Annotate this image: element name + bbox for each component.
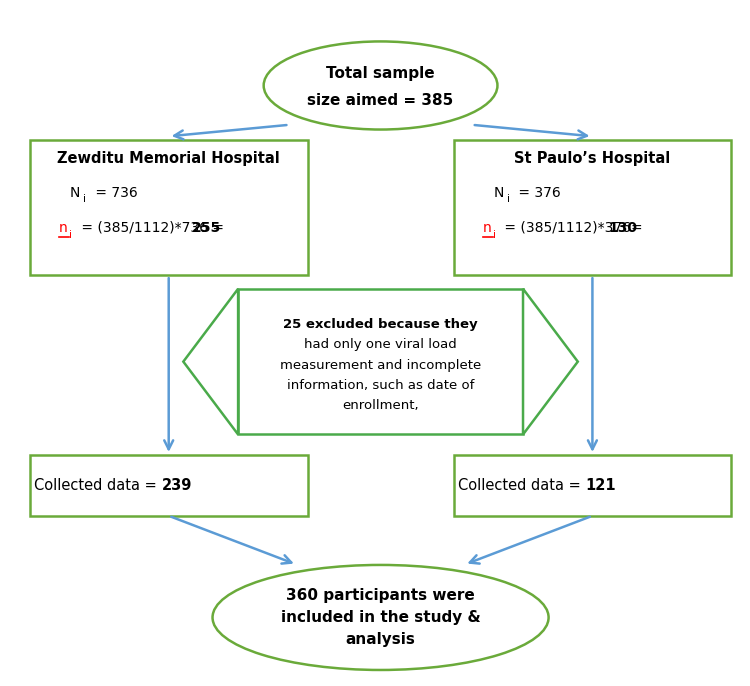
Text: had only one viral load: had only one viral load xyxy=(304,338,457,351)
Text: size aimed = 385: size aimed = 385 xyxy=(308,93,454,108)
Text: = (385/1112)*736 =: = (385/1112)*736 = xyxy=(76,221,228,235)
Ellipse shape xyxy=(212,565,548,670)
Text: N: N xyxy=(494,185,504,200)
Text: = 736: = 736 xyxy=(91,185,137,200)
Text: N: N xyxy=(70,185,80,200)
Text: i: i xyxy=(83,194,86,204)
Text: = (385/1112)*376=: = (385/1112)*376= xyxy=(500,221,647,235)
FancyBboxPatch shape xyxy=(454,140,731,275)
Text: 25 excluded because they: 25 excluded because they xyxy=(284,318,478,331)
Ellipse shape xyxy=(264,41,497,130)
Text: n: n xyxy=(59,221,68,235)
Text: i: i xyxy=(507,194,510,204)
Polygon shape xyxy=(523,289,578,434)
Text: Collected data =: Collected data = xyxy=(34,478,161,493)
Text: Collected data =: Collected data = xyxy=(458,478,585,493)
FancyBboxPatch shape xyxy=(454,455,731,516)
Text: i: i xyxy=(69,230,72,239)
FancyBboxPatch shape xyxy=(30,140,308,275)
Text: 121: 121 xyxy=(585,478,616,493)
Text: enrollment,: enrollment, xyxy=(342,399,419,412)
FancyBboxPatch shape xyxy=(30,455,308,516)
Text: Total sample: Total sample xyxy=(326,66,435,81)
Polygon shape xyxy=(183,289,238,434)
Text: Zewditu Memorial Hospital: Zewditu Memorial Hospital xyxy=(57,151,280,166)
Text: 255: 255 xyxy=(192,221,221,235)
Text: i: i xyxy=(493,230,496,239)
FancyBboxPatch shape xyxy=(238,289,523,434)
Text: included in the study &: included in the study & xyxy=(280,610,481,625)
Text: 239: 239 xyxy=(161,478,192,493)
Text: analysis: analysis xyxy=(346,632,416,647)
Text: information, such as date of: information, such as date of xyxy=(287,379,474,392)
Text: n: n xyxy=(483,221,491,235)
Text: 360 participants were: 360 participants were xyxy=(286,589,475,603)
Text: measurement and incomplete: measurement and incomplete xyxy=(280,359,482,372)
Text: = 376: = 376 xyxy=(514,185,561,200)
Text: St Paulo’s Hospital: St Paulo’s Hospital xyxy=(514,151,670,166)
Text: 130: 130 xyxy=(608,221,638,235)
